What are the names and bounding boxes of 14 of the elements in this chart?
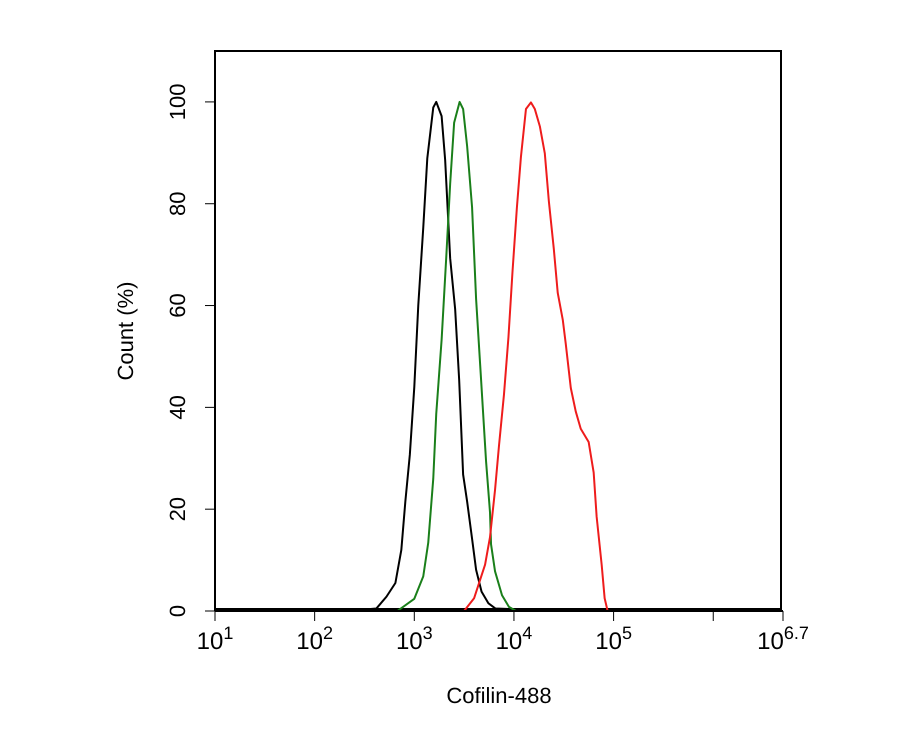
x-tick-label: 10$^{6.7}$ — [757, 623, 809, 655]
y-tick-label: 40 — [165, 395, 190, 420]
y-tick-label: 60 — [165, 293, 190, 318]
x-tick-label: 10$^{4}$ — [496, 623, 532, 655]
y-axis-title: Count (%) — [112, 281, 138, 381]
y-tick-label: 0 — [165, 604, 190, 618]
y-tick-label: 20 — [165, 496, 190, 522]
x-tick-label: 10$^{3}$ — [396, 623, 433, 655]
x-tick-label: 10$^{5}$ — [595, 623, 632, 655]
y-tick-label: 80 — [165, 191, 190, 216]
y-tick-label: 100 — [165, 84, 190, 120]
x-tick-label: 10$^{2}$ — [296, 623, 334, 655]
x-tick-label: 10$^{1}$ — [196, 623, 234, 655]
x-axis-title: Cofilin-488 — [446, 683, 552, 708]
